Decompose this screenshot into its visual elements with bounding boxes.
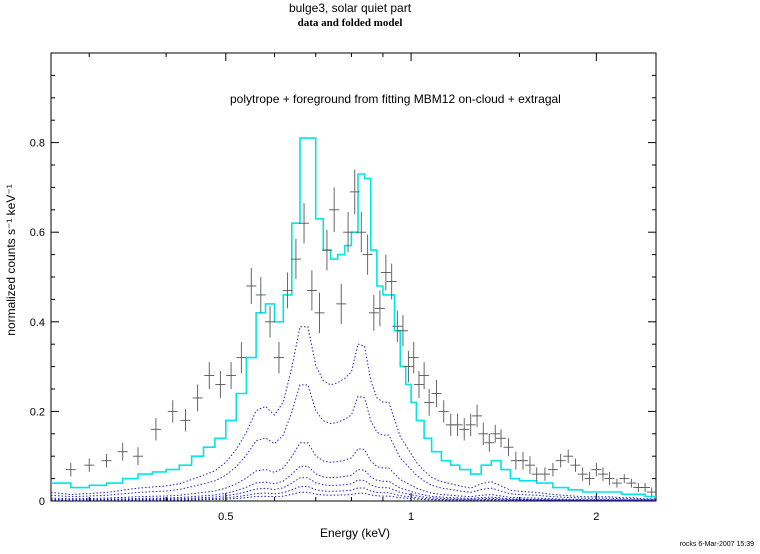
chart-title: bulge3, solar quiet part	[288, 1, 412, 15]
y-tick-label: 0.2	[30, 406, 45, 418]
footer-timestamp: rocks 6-Mar-2007 15:39	[679, 541, 754, 548]
x-axis-label: Energy (keV)	[319, 526, 391, 540]
y-tick-label: 0.8	[30, 138, 45, 150]
model-component-line	[50, 384, 656, 501]
folded-model-line	[51, 137, 656, 498]
x-tick-label: 2	[593, 511, 599, 523]
y-tick-label: 0.6	[30, 227, 45, 239]
model-component-line	[50, 326, 656, 500]
model-component-line	[50, 477, 656, 501]
model-component-line	[50, 442, 656, 501]
y-tick-label: 0	[39, 496, 45, 508]
model-component-line	[50, 465, 656, 501]
y-tick-label: 0.4	[30, 317, 45, 329]
plot-frame	[50, 52, 657, 502]
model-annotation: polytrope + foreground from fitting MBM1…	[230, 92, 561, 106]
y-axis-label: normalized counts s⁻¹ keV⁻¹	[4, 184, 18, 336]
model-component-line	[51, 486, 656, 501]
chart-subtitle: data and folded model	[297, 17, 403, 29]
model-component-line	[51, 491, 656, 501]
x-tick-label: 1	[408, 511, 414, 523]
x-tick-label: 0.5	[218, 511, 233, 523]
